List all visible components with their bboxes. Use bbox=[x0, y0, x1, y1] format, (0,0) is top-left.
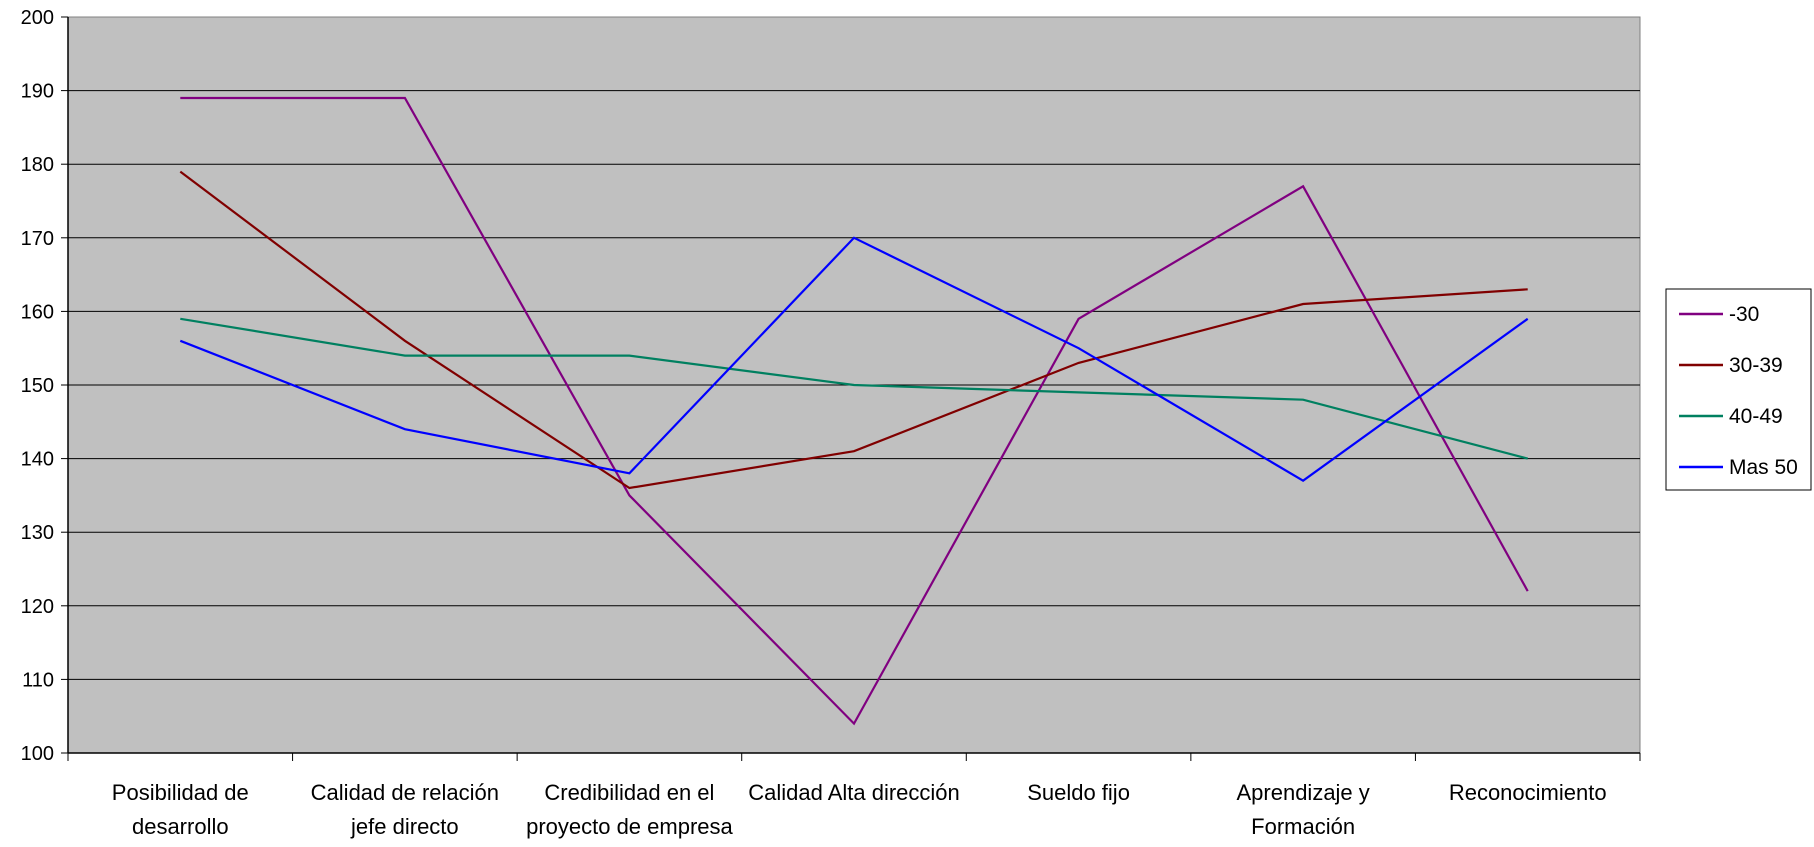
y-tick-label: 110 bbox=[22, 669, 54, 691]
legend-box bbox=[1665, 288, 1812, 491]
x-tick-label: Reconocimiento bbox=[1449, 780, 1607, 805]
y-tick-label: 190 bbox=[21, 81, 54, 103]
y-tick-label: 120 bbox=[21, 596, 54, 618]
x-tick-label-line: Aprendizaje y bbox=[1236, 780, 1369, 805]
x-tick-label-line: desarrollo bbox=[132, 814, 229, 839]
x-tick-label-line: Credibilidad en el bbox=[544, 780, 714, 805]
gridlines bbox=[68, 90, 1640, 680]
y-tick-label: 130 bbox=[21, 522, 54, 544]
x-tick-label: Sueldo fijo bbox=[1027, 780, 1130, 805]
x-tick-label-line: jefe directo bbox=[350, 814, 459, 839]
y-tick-label: 150 bbox=[21, 375, 54, 397]
x-tick-label-line: Formación bbox=[1251, 814, 1355, 839]
axes: 100 110 120 130 140 150 160 170 180 190 200 Posibil… bbox=[21, 7, 1641, 839]
x-tick-label-line: Calidad Alta dirección bbox=[748, 780, 960, 805]
x-tick-label: Calidad Alta dirección bbox=[748, 780, 960, 805]
x-tick-label-line: Posibilidad de bbox=[112, 780, 249, 805]
x-tick-label: Posibilidad de desarrollo bbox=[112, 780, 249, 839]
x-tick-label-line: Sueldo fijo bbox=[1027, 780, 1130, 805]
legend-item: Mas 50 bbox=[1679, 456, 1798, 479]
legend-label: Mas 50 bbox=[1729, 456, 1798, 479]
series-lines bbox=[179, 96, 1529, 726]
legend-item: 30-39 bbox=[1679, 354, 1783, 377]
series-line bbox=[179, 170, 1528, 490]
legend: -30 30-39 40-49 Mas 50 bbox=[1665, 288, 1812, 491]
series-line bbox=[180, 96, 1529, 726]
x-tick-label: Aprendizaje y Formación bbox=[1236, 780, 1369, 839]
legend-label: -30 bbox=[1729, 303, 1759, 326]
y-tick-label: 200 bbox=[21, 7, 54, 29]
legend-label: 40-49 bbox=[1729, 405, 1783, 428]
x-tick-label: Credibilidad en el proyecto de empresa bbox=[526, 780, 733, 839]
y-tick-label: 160 bbox=[21, 301, 54, 323]
legend-item: -30 bbox=[1679, 303, 1759, 326]
x-tick-label-line: proyecto de empresa bbox=[526, 814, 733, 839]
x-tick-label-line: Calidad de relación bbox=[311, 780, 499, 805]
y-tick-label: 170 bbox=[21, 228, 54, 250]
y-tick-label: 140 bbox=[21, 449, 54, 471]
y-tick-label: 100 bbox=[21, 743, 54, 765]
x-tick-label: Calidad de relación jefe directo bbox=[311, 780, 499, 839]
series-line bbox=[180, 317, 1528, 460]
legend-label: 30-39 bbox=[1729, 354, 1783, 377]
series-line bbox=[179, 236, 1529, 483]
legend-item: 40-49 bbox=[1679, 405, 1783, 428]
y-tick-label: 180 bbox=[21, 154, 54, 176]
x-tick-label-line: Reconocimiento bbox=[1449, 780, 1607, 805]
